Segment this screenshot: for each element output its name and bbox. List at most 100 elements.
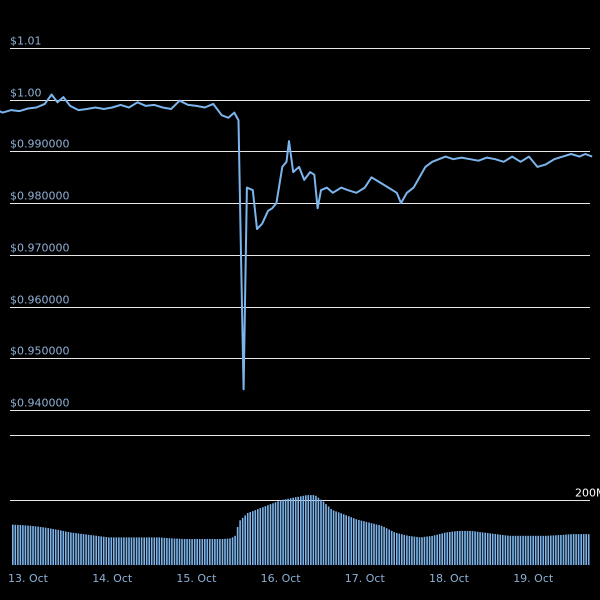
volume-bar	[100, 536, 102, 565]
volume-bar	[90, 535, 92, 565]
volume-bar	[292, 497, 294, 565]
volume-bar	[148, 537, 150, 565]
volume-bar	[398, 533, 401, 565]
volume-bar	[37, 526, 39, 565]
volume-bar	[171, 538, 173, 565]
volume-bar	[461, 530, 464, 565]
volume-bar	[120, 537, 123, 565]
volume-bar	[176, 538, 178, 565]
volume-bar	[393, 532, 395, 565]
volume-bar	[557, 535, 560, 565]
volume-bar	[585, 534, 587, 565]
volume-bar	[456, 531, 459, 565]
volume-bar	[264, 506, 267, 565]
y-tick-label: $0.950000	[10, 345, 70, 358]
volume-bar	[60, 530, 62, 565]
volume-bar	[438, 534, 441, 565]
volume-bar	[241, 517, 244, 565]
volume-bar	[246, 513, 249, 565]
volume-bar	[297, 496, 299, 565]
volume-bar	[322, 501, 325, 565]
x-tick-label: 18. Oct	[429, 572, 470, 585]
volume-bar	[193, 539, 196, 565]
volume-bar	[254, 510, 257, 565]
volume-bar	[49, 528, 52, 565]
volume-bar	[383, 526, 385, 565]
volume-bar	[22, 525, 24, 565]
volume-bar	[524, 535, 527, 566]
volume-bar	[140, 537, 143, 565]
volume-bar	[289, 498, 292, 565]
volume-bar	[317, 497, 320, 565]
volume-bar	[401, 534, 403, 565]
volume-bar	[44, 527, 47, 565]
volume-bar	[143, 537, 145, 565]
volume-bar	[62, 530, 65, 565]
volume-bar	[158, 537, 161, 565]
volume-bar	[57, 529, 60, 565]
volume-bar	[587, 534, 590, 565]
x-tick-label: 19. Oct	[513, 572, 554, 585]
volume-bar	[42, 527, 44, 565]
volume-bar	[70, 532, 72, 565]
volume-bar	[388, 529, 390, 565]
volume-bar	[168, 538, 171, 565]
volume-bar	[204, 539, 206, 565]
volume-bar	[582, 534, 585, 565]
volume-bar	[262, 507, 264, 565]
volume-bar	[431, 535, 433, 565]
volume-bar	[173, 538, 176, 565]
y-tick-label: $1.01	[10, 35, 42, 48]
volume-bar	[302, 495, 305, 565]
volume-bar	[320, 499, 322, 565]
volume-bar	[519, 535, 522, 566]
volume-bar	[102, 536, 105, 565]
volume-bar	[87, 534, 90, 565]
volume-bar	[75, 533, 77, 565]
volume-bar	[181, 538, 183, 565]
volume-bar	[443, 532, 446, 565]
volume-bar	[231, 537, 234, 565]
volume-bar	[355, 519, 358, 565]
volume-bar	[454, 531, 456, 565]
volume-bar	[580, 534, 582, 565]
x-tick-label: 17. Oct	[345, 572, 386, 585]
volume-bar	[539, 535, 542, 566]
volume-bar	[550, 535, 552, 565]
volume-bar	[80, 533, 82, 565]
volume-bar	[555, 535, 557, 565]
price-line	[0, 93, 593, 391]
volume-bar	[537, 535, 539, 566]
volume-bar	[562, 534, 565, 565]
volume-bar	[236, 527, 239, 565]
volume-bar	[370, 523, 373, 565]
volume-bar	[191, 539, 193, 565]
volume-bar	[54, 529, 57, 565]
volume-bar	[115, 537, 118, 565]
volume-bar	[426, 536, 428, 565]
volume-bar	[512, 535, 514, 566]
y-tick-label: $0.990000	[10, 138, 70, 151]
volume-bar	[67, 532, 70, 565]
volume-bar	[138, 537, 140, 565]
volume-bar	[552, 535, 555, 565]
y-tick-label: $0.970000	[10, 242, 70, 255]
volume-bar	[133, 537, 135, 565]
volume-bars	[12, 495, 590, 566]
volume-bar	[183, 539, 186, 565]
volume-bar	[17, 524, 19, 565]
volume-bar	[529, 535, 532, 566]
volume-bar	[428, 536, 431, 565]
volume-bar	[469, 530, 471, 565]
volume-bar	[92, 535, 95, 565]
volume-bar	[418, 537, 421, 565]
volume-bar	[282, 499, 284, 565]
x-tick-label: 13. Oct	[8, 572, 49, 585]
volume-bar	[464, 530, 466, 565]
volume-bar	[499, 534, 502, 565]
volume-bar	[403, 534, 406, 565]
volume-bar	[481, 532, 484, 565]
volume-bar	[32, 526, 34, 565]
volume-bar	[567, 534, 570, 565]
volume-bar	[560, 535, 562, 565]
